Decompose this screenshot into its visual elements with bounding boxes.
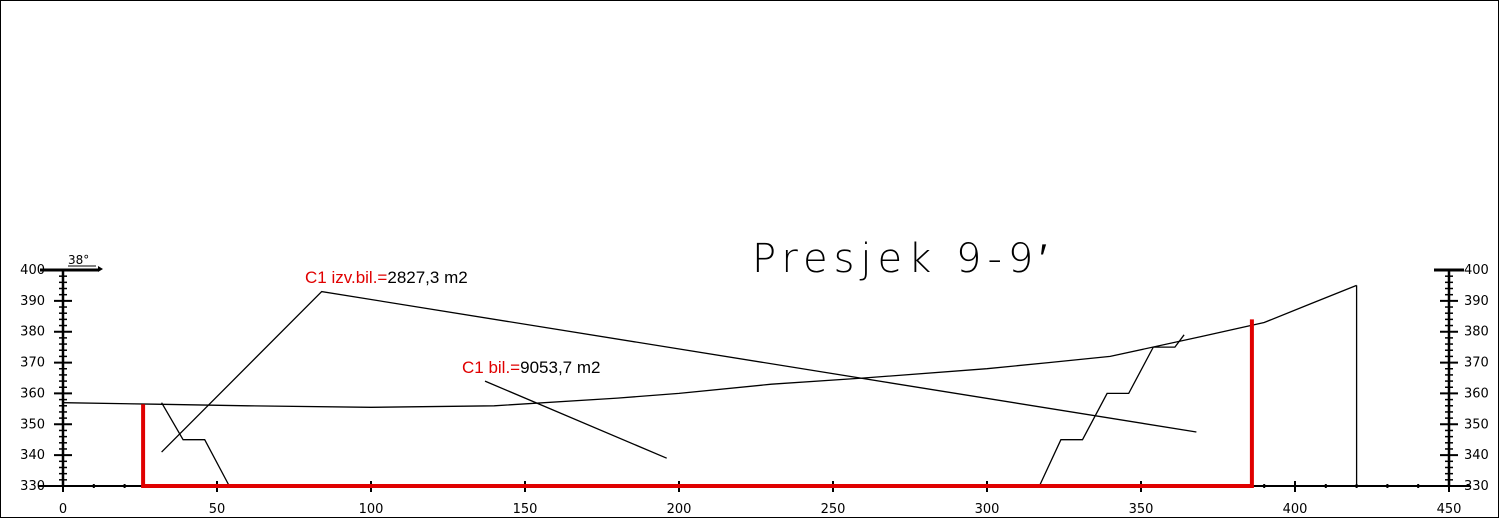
series-terrain <box>62 284 1357 408</box>
right-tick-label: 370 <box>1464 356 1489 371</box>
x-tick-label: 200 <box>667 502 692 517</box>
data-lines <box>62 284 1358 488</box>
left-tick-label: 390 <box>20 294 45 309</box>
series-leader-2 <box>484 380 667 459</box>
left-tick-label: 350 <box>20 417 45 432</box>
series-excavation <box>161 334 1185 487</box>
x-tick-label: 0 <box>59 502 67 517</box>
annotation-bil-value: 9053,7 m2 <box>520 358 600 377</box>
left-tick-label: 340 <box>20 448 45 463</box>
x-tick-label: 100 <box>359 502 384 517</box>
left-tick-label: 370 <box>20 356 45 371</box>
annotation-bil: C1 bil.=9053,7 m2 <box>462 358 600 377</box>
angle-label: 38° <box>68 253 89 267</box>
x-tick-label: 450 <box>1437 502 1462 517</box>
annotation-izv-bil-label: C1 izv.bil.= <box>305 268 387 287</box>
axes: 0 50 100 150 200 250 300 350 400 4503303403503603… <box>20 263 1489 517</box>
annotation-izv-bil: C1 izv.bil.=2827,3 m2 <box>305 268 468 287</box>
right-tick-label: 380 <box>1464 325 1489 340</box>
x-tick-label: 300 <box>975 502 1000 517</box>
x-tick-label: 50 <box>209 502 226 517</box>
series-red-boundary <box>141 319 1254 488</box>
x-tick-label: 250 <box>821 502 846 517</box>
x-tick-label: 150 <box>513 502 538 517</box>
left-tick-label: 400 <box>20 263 45 278</box>
right-tick-label: 350 <box>1464 417 1489 432</box>
annotation-izv-bil-value: 2827,3 m2 <box>387 268 467 287</box>
drawing-title: Presjek 9-9′ <box>752 236 1053 282</box>
annotation-bil-label: C1 bil.= <box>462 358 520 377</box>
right-tick-label: 340 <box>1464 448 1489 463</box>
series-leader-1 <box>161 290 1197 453</box>
right-tick-label: 330 <box>1464 479 1489 494</box>
x-tick-label: 350 <box>1129 502 1154 517</box>
right-tick-label: 390 <box>1464 294 1489 309</box>
angle-marker-arrow <box>98 266 103 272</box>
left-tick-label: 380 <box>20 325 45 340</box>
right-tick-label: 400 <box>1464 263 1489 278</box>
left-tick-label: 360 <box>20 386 45 401</box>
right-tick-label: 360 <box>1464 386 1489 401</box>
x-tick-label: 400 <box>1283 502 1308 517</box>
left-tick-label: 330 <box>20 479 45 494</box>
